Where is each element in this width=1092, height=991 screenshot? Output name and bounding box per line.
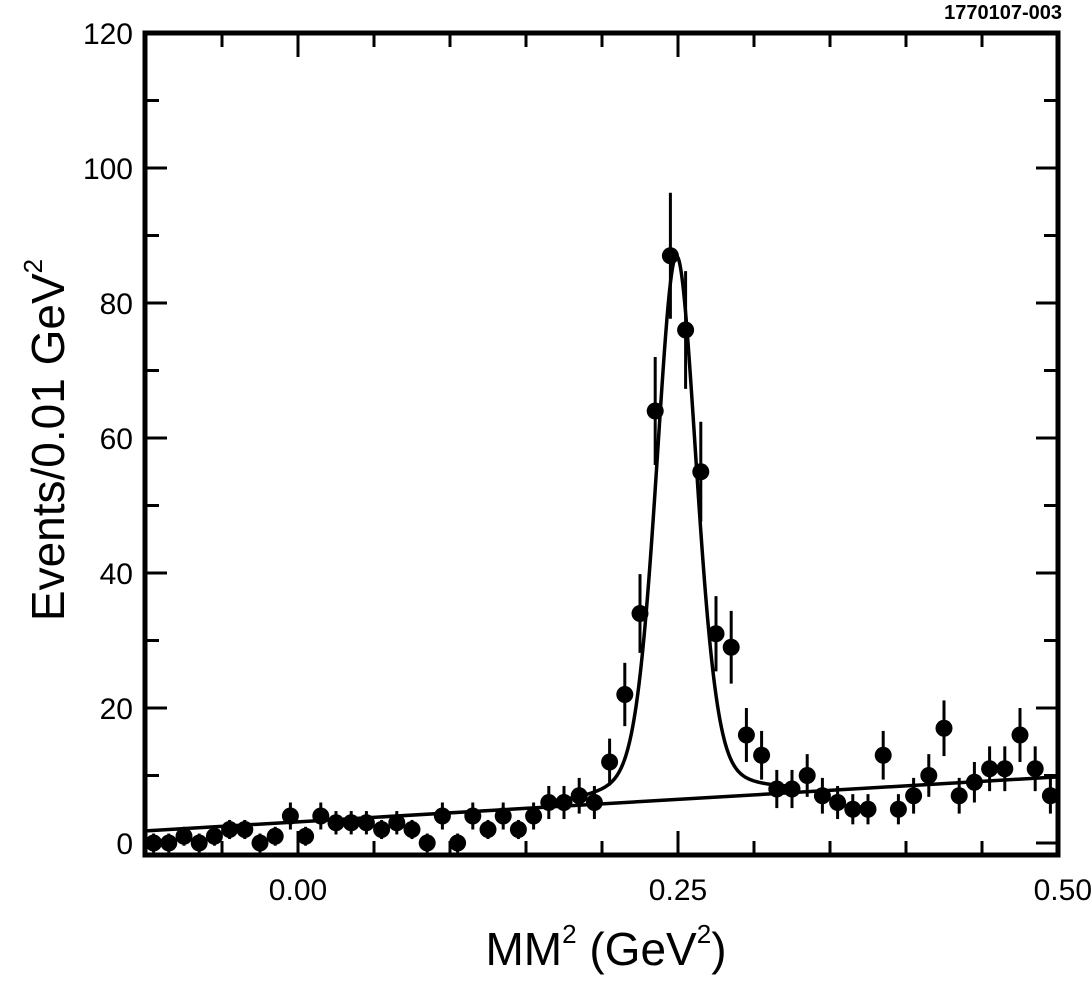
y-tick-label: 120 <box>83 18 133 51</box>
y-tick-label: 80 <box>100 288 133 321</box>
data-point <box>449 834 467 852</box>
data-point <box>327 814 345 832</box>
data-point <box>707 625 725 643</box>
axis-ticks <box>145 31 1060 855</box>
x-tick-label: 0.50 <box>1034 874 1092 907</box>
data-point <box>145 834 163 852</box>
data-point <box>418 834 436 852</box>
y-tick-label: 20 <box>100 693 133 726</box>
data-point <box>646 402 664 420</box>
data-point <box>874 746 892 764</box>
data-point <box>722 638 740 656</box>
y-tick-label: 60 <box>100 423 133 456</box>
data-point <box>753 746 771 764</box>
x-tick-label: 0.25 <box>649 874 707 907</box>
data-point <box>1026 760 1044 778</box>
data-point <box>464 807 482 825</box>
data-point <box>692 463 710 481</box>
data-point <box>388 814 406 832</box>
data-point <box>312 807 330 825</box>
data-point <box>996 760 1014 778</box>
data-point <box>236 821 254 838</box>
data-point <box>889 800 907 818</box>
x-tick-label: 0.00 <box>269 874 327 907</box>
data-point <box>1041 787 1059 805</box>
data-point <box>1011 726 1029 744</box>
data-point <box>935 719 953 737</box>
data-point <box>965 773 983 791</box>
fit-curve <box>556 254 800 803</box>
data-point <box>601 753 619 771</box>
data-point <box>433 807 451 825</box>
data-point <box>251 834 269 852</box>
y-tick-label: 40 <box>100 558 133 591</box>
data-point <box>175 827 193 845</box>
data-point <box>905 787 923 805</box>
x-axis-label: MM2 (GeV2) <box>485 919 726 975</box>
data-point <box>555 794 573 811</box>
data-point <box>783 780 801 798</box>
data-point <box>844 800 862 818</box>
data-points <box>145 192 1059 853</box>
data-point <box>829 794 847 811</box>
data-point <box>342 814 360 832</box>
data-point <box>297 827 315 845</box>
data-point <box>205 827 223 845</box>
data-point <box>266 827 284 845</box>
data-point <box>281 807 299 825</box>
plot-frame <box>142 30 1061 858</box>
data-point <box>950 787 968 805</box>
data-point <box>357 814 375 832</box>
data-point <box>570 787 588 805</box>
data-point <box>373 821 391 838</box>
data-point <box>160 834 178 852</box>
y-tick-label: 100 <box>83 153 133 186</box>
tick-labels: 0 20 40 60 80 100 120 0.00 0.25 0.50 <box>83 18 1092 907</box>
data-point <box>631 605 649 622</box>
data-point <box>540 794 558 811</box>
data-point <box>798 767 816 784</box>
data-point <box>677 321 695 339</box>
figure-id-label: 1770107-003 <box>944 2 1062 24</box>
data-point <box>221 821 239 838</box>
data-point <box>525 807 543 825</box>
data-point <box>616 686 634 703</box>
data-point <box>813 787 831 805</box>
data-point <box>981 760 999 778</box>
y-tick-label: 0 <box>116 828 133 861</box>
data-point <box>920 767 938 784</box>
data-point <box>190 834 208 852</box>
data-point <box>768 780 786 798</box>
data-point <box>585 794 603 811</box>
data-point <box>403 821 421 838</box>
data-point <box>509 821 527 838</box>
fit-curves <box>145 254 1059 833</box>
data-point <box>661 247 679 265</box>
data-point <box>737 726 755 744</box>
y-axis-label: Events/0.01 GeV2 <box>18 259 74 621</box>
data-point <box>479 821 497 838</box>
data-point <box>859 800 877 818</box>
data-point <box>494 807 512 825</box>
